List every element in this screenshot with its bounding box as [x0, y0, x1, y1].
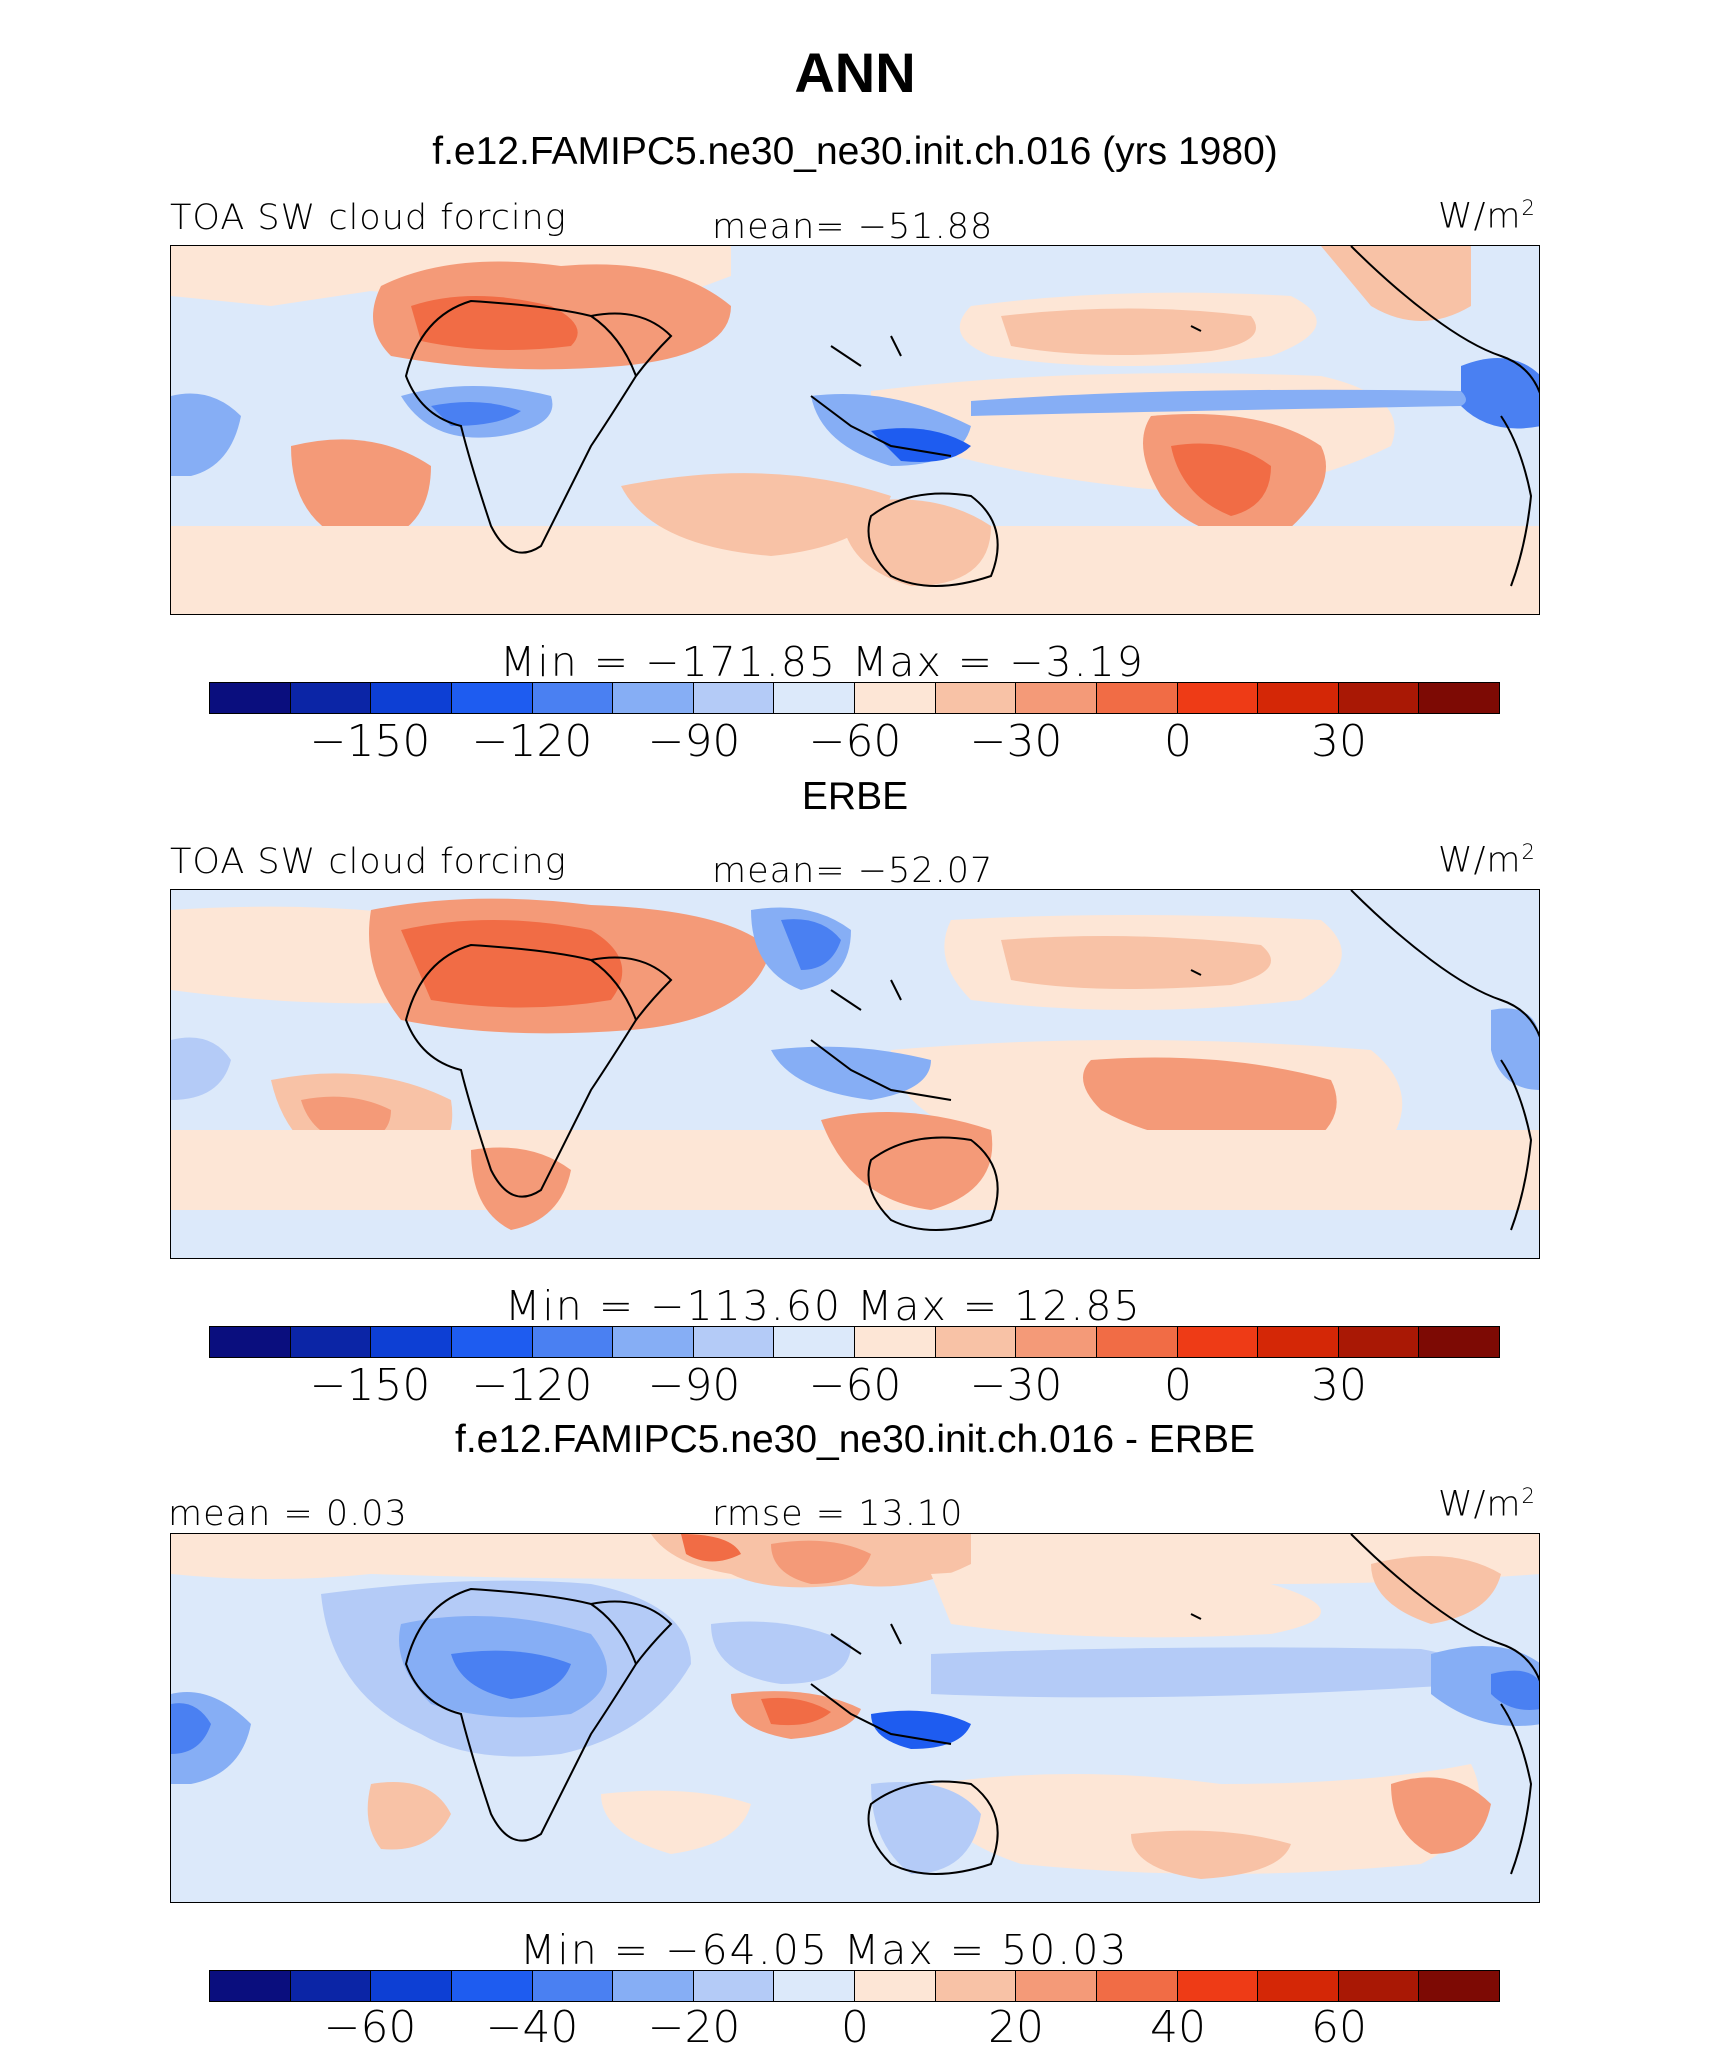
- colorbar-swatch: [613, 1971, 694, 2001]
- colorbar-swatch: [1016, 1971, 1097, 2001]
- colorbar-swatch: [693, 1327, 775, 1357]
- colorbar-tick-label: −60: [323, 2002, 417, 2053]
- colorbar-tick-label: −150: [309, 716, 431, 767]
- colorbar-swatch: [451, 1971, 533, 2001]
- colorbar-swatch: [1419, 683, 1499, 713]
- colorbar-swatch: [210, 1971, 291, 2001]
- colorbar-tick-label: −20: [647, 2002, 741, 2053]
- colorbar-swatch: [1338, 683, 1420, 713]
- colorbar-swatch: [532, 1971, 614, 2001]
- colorbar-swatch: [210, 683, 291, 713]
- panel1-title: f.e12.FAMIPC5.ne30_ne30.init.ch.016 (yrs…: [432, 130, 1278, 173]
- panel3-rmse-label: rmse = 13.10: [712, 1494, 964, 1534]
- colorbar-swatch: [451, 683, 533, 713]
- colorbar-tick-label: 20: [988, 2002, 1044, 2053]
- colorbar-swatch: [1016, 683, 1097, 713]
- colorbar-swatch: [371, 1971, 452, 2001]
- colorbar-swatch: [290, 683, 372, 713]
- colorbar-swatch: [1258, 1971, 1339, 2001]
- colorbar-swatch: [935, 1327, 1017, 1357]
- panel2-mean-label: mean= −52.07: [712, 851, 994, 891]
- colorbar-swatch: [371, 683, 452, 713]
- colorbar-tick-label: −120: [471, 1360, 593, 1411]
- panel2-contours: [171, 898, 1539, 1230]
- colorbar-swatch: [1258, 683, 1339, 713]
- colorbar-swatch: [1419, 1971, 1499, 2001]
- figure-title: ANN: [794, 41, 916, 104]
- colorbar-swatch: [210, 1327, 291, 1357]
- panel2-left-label: TOA SW cloud forcing: [170, 842, 567, 882]
- colorbar-tick-label: −60: [808, 716, 902, 767]
- colorbar-swatch: [1338, 1327, 1420, 1357]
- colorbar-swatch: [855, 683, 936, 713]
- panel3-coastlines: [404, 1534, 1539, 1875]
- colorbar-swatch: [935, 1971, 1017, 2001]
- colorbar-tick-label: 0: [841, 2002, 869, 2053]
- panel2-colorbar: [209, 1326, 1500, 1358]
- colorbar-swatch: [774, 1971, 855, 2001]
- colorbar-tick-label: 30: [1311, 716, 1367, 767]
- colorbar-swatch: [290, 1971, 372, 2001]
- colorbar-swatch: [532, 1327, 614, 1357]
- colorbar-swatch: [855, 1971, 936, 2001]
- colorbar-tick-label: −40: [485, 2002, 579, 2053]
- panel2-title: ERBE: [801, 775, 909, 818]
- panel3-title: f.e12.FAMIPC5.ne30_ne30.init.ch.016 - ER…: [455, 1418, 1255, 1461]
- panel2-minmax: Min = −113.60 Max = 12.85: [505, 1282, 1142, 1330]
- panel3-colorbar: [209, 1970, 1500, 2002]
- panel3-contours: [171, 1534, 1539, 1879]
- colorbar-tick-label: 40: [1150, 2002, 1206, 2053]
- colorbar-tick-label: 0: [1164, 1360, 1192, 1411]
- panel1-map: [170, 245, 1540, 615]
- colorbar-swatch: [855, 1327, 936, 1357]
- colorbar-swatch: [774, 1327, 855, 1357]
- colorbar-tick-label: −90: [647, 1360, 741, 1411]
- colorbar-swatch: [1419, 1327, 1499, 1357]
- colorbar-tick-label: −120: [471, 716, 593, 767]
- colorbar-tick-label: −30: [969, 1360, 1063, 1411]
- panel1-colorbar: [209, 682, 1500, 714]
- colorbar-swatch: [290, 1327, 372, 1357]
- panel2-units-label: W/m2: [1438, 840, 1536, 881]
- panel1-contours: [171, 246, 1539, 614]
- colorbar-swatch: [1338, 1971, 1420, 2001]
- colorbar-tick-label: −90: [647, 716, 741, 767]
- colorbar-swatch: [613, 683, 694, 713]
- colorbar-swatch: [693, 683, 775, 713]
- colorbar-swatch: [371, 1327, 452, 1357]
- colorbar-tick-label: 30: [1311, 1360, 1367, 1411]
- colorbar-swatch: [935, 683, 1017, 713]
- colorbar-swatch: [1096, 1971, 1178, 2001]
- panel3-units-label: W/m2: [1438, 1484, 1536, 1525]
- colorbar-tick-label: −60: [808, 1360, 902, 1411]
- colorbar-swatch: [693, 1971, 775, 2001]
- panel3-mean-label: mean = 0.03: [168, 1494, 408, 1534]
- panel2-map: [170, 889, 1540, 1259]
- colorbar-swatch: [1177, 1327, 1259, 1357]
- panel2-coastlines: [404, 890, 1539, 1231]
- panel3-minmax: Min = −64.05 Max = 50.03: [520, 1926, 1129, 1974]
- colorbar-tick-label: 60: [1311, 2002, 1367, 2053]
- panel1-coastlines: [404, 246, 1539, 587]
- panel3-map: [170, 1533, 1540, 1903]
- colorbar-tick-label: 0: [1164, 716, 1192, 767]
- colorbar-swatch: [451, 1327, 533, 1357]
- colorbar-swatch: [1096, 683, 1178, 713]
- colorbar-swatch: [1177, 1971, 1259, 2001]
- colorbar-tick-label: −30: [969, 716, 1063, 767]
- panel1-mean-label: mean= −51.88: [712, 207, 994, 247]
- colorbar-swatch: [532, 683, 614, 713]
- colorbar-swatch: [1016, 1327, 1097, 1357]
- colorbar-swatch: [1096, 1327, 1178, 1357]
- panel1-left-label: TOA SW cloud forcing: [170, 198, 567, 238]
- colorbar-swatch: [1258, 1327, 1339, 1357]
- panel1-units-label: W/m2: [1438, 196, 1536, 237]
- colorbar-swatch: [613, 1327, 694, 1357]
- colorbar-swatch: [1177, 683, 1259, 713]
- colorbar-tick-label: −150: [309, 1360, 431, 1411]
- colorbar-swatch: [774, 683, 855, 713]
- panel1-minmax: Min = −171.85 Max = −3.19: [500, 638, 1145, 686]
